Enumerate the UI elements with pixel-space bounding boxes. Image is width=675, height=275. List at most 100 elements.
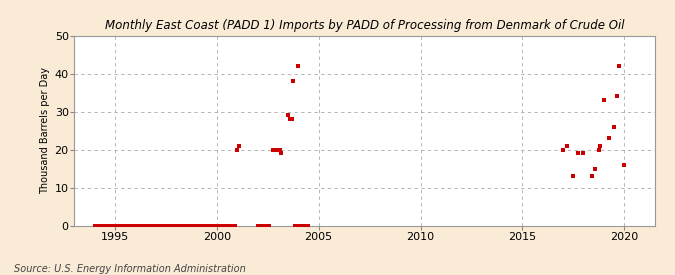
Point (197, 223, 208, 228)
Point (127, 223, 138, 228)
Point (161, 223, 171, 228)
Point (293, 64, 304, 68)
Point (158, 223, 169, 228)
Point (203, 223, 214, 228)
Point (273, 147, 284, 152)
Point (291, 223, 302, 228)
Point (213, 223, 224, 228)
Point (89, 223, 100, 228)
Point (135, 223, 146, 228)
Point (252, 223, 263, 228)
Point (192, 223, 202, 228)
Point (261, 223, 271, 228)
Point (194, 223, 205, 228)
Point (274, 147, 285, 152)
Point (230, 223, 240, 228)
Point (269, 147, 280, 152)
Point (590, 166, 601, 171)
Point (166, 223, 177, 228)
Point (301, 223, 312, 228)
Point (99, 223, 110, 228)
Point (119, 223, 130, 228)
Point (286, 117, 297, 122)
Point (159, 223, 170, 228)
Point (558, 147, 568, 152)
Point (216, 223, 227, 228)
Point (171, 223, 182, 228)
Point (107, 223, 118, 228)
Point (226, 223, 237, 228)
Text: Source: U.S. Energy Information Administration: Source: U.S. Energy Information Administ… (14, 264, 245, 274)
Point (146, 223, 157, 228)
Point (619, 163, 630, 167)
Point (232, 147, 242, 152)
Point (257, 223, 268, 228)
Point (612, 94, 623, 99)
Point (202, 223, 213, 228)
Point (172, 223, 183, 228)
Point (578, 151, 589, 156)
Point (167, 223, 178, 228)
Point (111, 223, 122, 228)
Point (112, 223, 123, 228)
Point (218, 223, 229, 228)
Point (276, 151, 287, 156)
Point (92, 223, 103, 228)
Point (180, 223, 191, 228)
Point (210, 223, 221, 228)
Point (105, 223, 116, 228)
Point (141, 223, 152, 228)
Point (164, 223, 175, 228)
Point (184, 223, 194, 228)
Point (561, 144, 572, 148)
Point (113, 223, 124, 228)
Point (267, 147, 278, 152)
Point (302, 223, 313, 228)
Point (96, 223, 107, 228)
Point (104, 223, 115, 228)
Point (101, 223, 111, 228)
Point (153, 223, 163, 228)
Point (198, 223, 209, 228)
Point (300, 223, 310, 228)
Point (138, 223, 149, 228)
Point (190, 223, 201, 228)
Point (614, 64, 624, 68)
Point (120, 223, 131, 228)
Point (109, 223, 119, 228)
Point (599, 98, 610, 103)
Point (263, 223, 274, 228)
Point (211, 223, 222, 228)
Point (156, 223, 167, 228)
Point (200, 223, 211, 228)
Point (296, 223, 307, 228)
Point (186, 223, 196, 228)
Point (284, 117, 295, 122)
Point (91, 223, 102, 228)
Point (225, 223, 236, 228)
Point (163, 223, 173, 228)
Point (227, 223, 238, 228)
Y-axis label: Thousand Barrels per Day: Thousand Barrels per Day (40, 67, 51, 194)
Point (255, 223, 266, 228)
Point (187, 223, 198, 228)
Point (234, 144, 244, 148)
Point (208, 223, 219, 228)
Point (174, 223, 185, 228)
Point (148, 223, 159, 228)
Point (155, 223, 165, 228)
Point (136, 223, 147, 228)
Point (188, 223, 199, 228)
Point (298, 223, 308, 228)
Point (130, 223, 141, 228)
Point (254, 223, 265, 228)
Point (603, 136, 614, 141)
Point (169, 223, 180, 228)
Point (573, 151, 584, 156)
Point (587, 174, 597, 178)
Point (219, 223, 230, 228)
Point (133, 223, 144, 228)
Point (568, 174, 578, 178)
Point (288, 79, 298, 84)
Point (140, 223, 151, 228)
